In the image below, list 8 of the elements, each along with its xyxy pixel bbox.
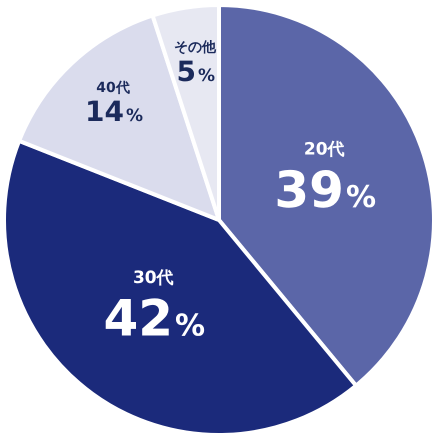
data-label: 14% bbox=[85, 95, 144, 128]
data-label: 39% bbox=[274, 161, 376, 220]
data-label: 5% bbox=[176, 55, 216, 88]
slice-label: 40代 bbox=[96, 80, 130, 96]
slice-label: その他 bbox=[174, 40, 217, 56]
data-label: 42% bbox=[103, 289, 206, 348]
slice-label: 20代 bbox=[304, 140, 345, 160]
slice-label: 30代 bbox=[132, 268, 174, 288]
